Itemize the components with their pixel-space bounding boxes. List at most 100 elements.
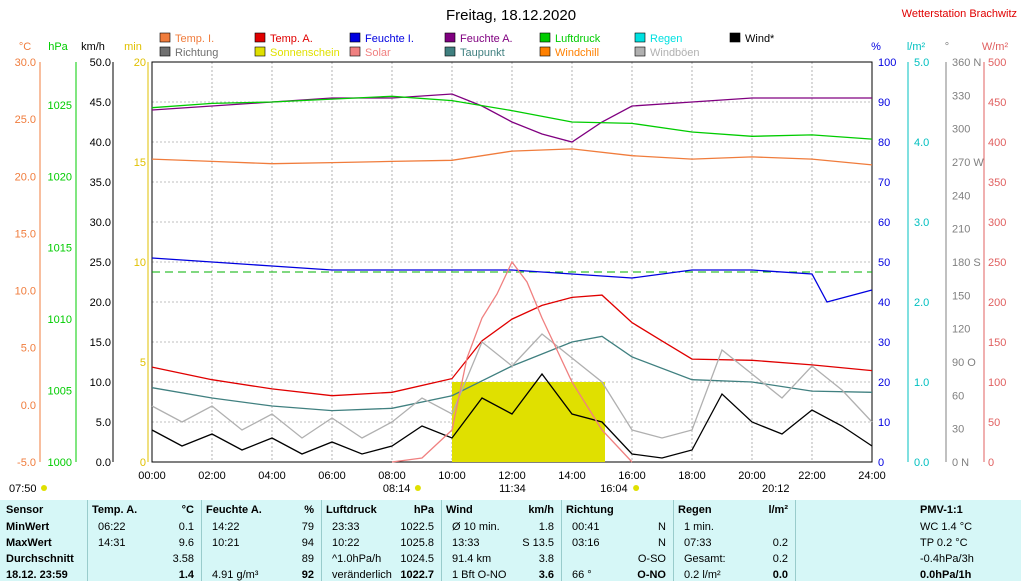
chart-title: Freitag, 18.12.2020 [446, 7, 576, 24]
legend-label: Feuchte A. [460, 33, 513, 45]
deg-tick: 120 [952, 324, 970, 336]
legend-swatch [634, 46, 646, 57]
table-value: 9.6 [178, 537, 194, 549]
table-value: 3.58 [172, 553, 194, 565]
table-value: 0.1 [178, 521, 194, 533]
pct-tick: 70 [878, 177, 890, 189]
table-cell: Gesamt: [684, 553, 726, 565]
celsius-tick: 25.0 [15, 114, 36, 126]
table-column-divider [441, 500, 442, 581]
pct-tick: 80 [878, 137, 890, 149]
table-header: Sensor [6, 504, 44, 516]
table-cell: 66 ° [572, 569, 592, 581]
table-unit: l/m² [768, 504, 788, 516]
axis-unit: ° [945, 41, 949, 53]
lm2-tick: 2.0 [914, 297, 929, 309]
legend-swatch [539, 32, 551, 43]
table-value: O-SO [637, 553, 666, 565]
legend-label: Regen [650, 33, 682, 45]
table-header: Wind [446, 504, 473, 516]
table-cell: 1 Bft O-NO [452, 569, 507, 581]
deg-tick: 90 O [952, 357, 976, 369]
kmh-tick: 30.0 [90, 217, 111, 229]
kmh-tick: 0.0 [96, 457, 111, 469]
table-value: 79 [301, 521, 314, 533]
x-tick-label: 14:00 [558, 470, 586, 482]
table-cell: 14:22 [212, 521, 240, 533]
x-tick-label: 18:00 [678, 470, 706, 482]
x-tick-label: 04:00 [258, 470, 286, 482]
hpa-tick: 1005 [48, 386, 72, 398]
deg-tick: 240 [952, 190, 970, 202]
table-column-divider [87, 500, 88, 581]
x-tick-label: 06:00 [318, 470, 346, 482]
moon-time: 20:12 [762, 483, 790, 495]
table-cell: -0.4hPa/3h [920, 553, 974, 565]
deg-tick: 180 S [952, 257, 981, 269]
table-value: 0.2 [772, 537, 788, 549]
hpa-tick: 1000 [48, 457, 72, 469]
kmh-tick: 25.0 [90, 257, 111, 269]
kmh-tick: 20.0 [90, 297, 111, 309]
wm2-tick: 500 [988, 57, 1006, 69]
sunrise-time: 08:14 [383, 483, 411, 495]
pct-tick: 50 [878, 257, 890, 269]
table-cell: 07:33 [684, 537, 712, 549]
table-value: 94 [301, 537, 314, 549]
table-value: S 13.5 [522, 537, 554, 549]
table-cell: Ø 10 min. [452, 521, 500, 533]
x-tick-label: 24:00 [858, 470, 886, 482]
pct-tick: 40 [878, 297, 890, 309]
pct-tick: 20 [878, 377, 890, 389]
sun-icon [41, 485, 47, 491]
x-tick-label: 02:00 [198, 470, 226, 482]
legend-label: Taupunkt [460, 47, 505, 59]
legend-swatch [159, 32, 171, 43]
table-cell: WC 1.4 °C [920, 521, 973, 533]
legend-swatch [634, 32, 646, 43]
table-cell: 23:33 [332, 521, 360, 533]
x-tick-label: 16:00 [618, 470, 646, 482]
table-value: 92 [301, 569, 314, 581]
legend-swatch [444, 32, 456, 43]
table-header: Feuchte A. [206, 504, 262, 516]
legend-label: Wind* [745, 33, 775, 45]
legend-swatch [254, 46, 266, 57]
table-cell: 1 min. [684, 521, 714, 533]
wm2-tick: 150 [988, 337, 1006, 349]
axis-unit: W/m² [982, 41, 1009, 53]
table-header: Richtung [566, 504, 614, 516]
table-value: 1022.7 [400, 569, 434, 581]
table-cell: MinWert [6, 521, 50, 533]
table-cell: 00:41 [572, 521, 600, 533]
pct-tick: 10 [878, 417, 890, 429]
table-cell: 0.2 l/m² [684, 569, 721, 581]
kmh-tick: 40.0 [90, 137, 111, 149]
celsius-tick: 30.0 [15, 57, 36, 69]
lm2-tick: 0.0 [914, 457, 929, 469]
deg-tick: 30 [952, 424, 964, 436]
legend-swatch [159, 46, 171, 57]
legend-label: Temp. I. [175, 33, 214, 45]
legend-swatch [729, 32, 741, 43]
hpa-tick: 1020 [48, 171, 72, 183]
sunshine-bar [452, 382, 605, 462]
min-tick: 0 [140, 457, 146, 469]
x-tick-label: 22:00 [798, 470, 826, 482]
series-temp-i- [151, 148, 873, 166]
min-tick: 5 [140, 357, 146, 369]
legend-label: Feuchte I. [365, 33, 414, 45]
sun-icon [414, 485, 421, 491]
table-value: 1024.5 [400, 553, 434, 565]
axis-unit: min [124, 41, 142, 53]
wm2-tick: 50 [988, 417, 1000, 429]
wm2-tick: 450 [988, 97, 1006, 109]
deg-tick: 0 N [952, 457, 969, 469]
legend-swatch [539, 46, 551, 57]
table-unit: °C [181, 504, 194, 516]
x-tick-label: 20:00 [738, 470, 766, 482]
legend-swatch [254, 32, 266, 43]
weather-chart: Freitag, 18.12.2020 Wetterstation Brachwi… [9, 7, 1017, 495]
lm2-tick: 5.0 [914, 57, 929, 69]
